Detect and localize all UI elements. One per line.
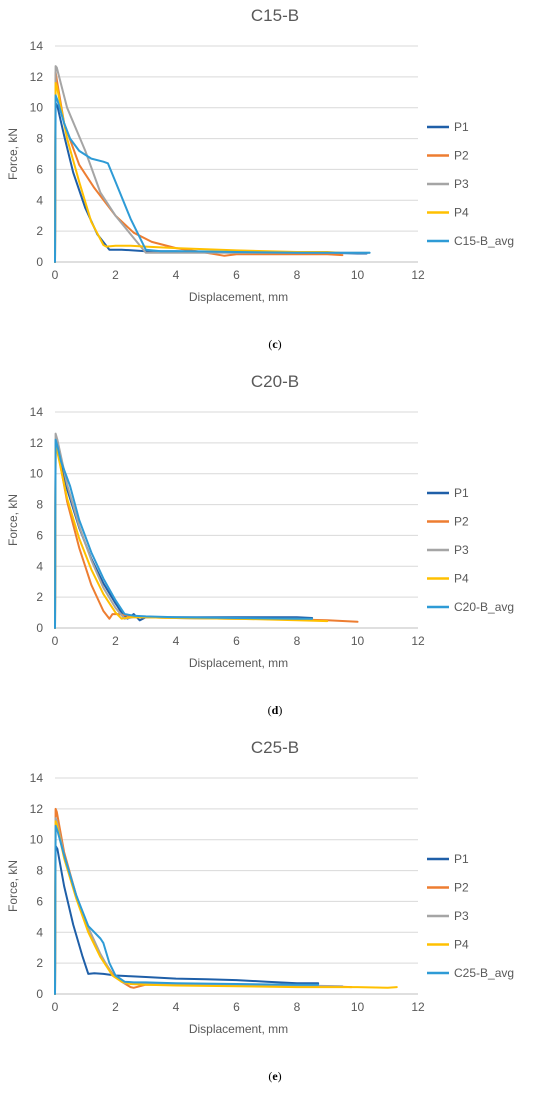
x-tick-label: 6 xyxy=(233,1000,240,1014)
y-tick-label: 2 xyxy=(36,224,43,238)
chart-c25b: C25-B 0 2 4 6 8 10 12 14 0 2 4 6 8 10 12 Displacement, m… xyxy=(6,738,514,1036)
legend-label-p3: P3 xyxy=(454,177,469,191)
chart-title: C20-B xyxy=(251,372,299,391)
legend-label-p3: P3 xyxy=(454,543,469,557)
x-tick-label: 12 xyxy=(411,634,425,648)
legend-label-p4: P4 xyxy=(454,572,469,586)
legend-label-c15-b-avg: C15-B_avg xyxy=(454,234,514,248)
x-tick-label: 2 xyxy=(112,1000,119,1014)
chart-c15b: C15-B 0 2 4 6 8 10 12 14 0 2 4 6 8 10 12 Displacement, m… xyxy=(6,6,514,304)
y-tick-label: 2 xyxy=(36,956,43,970)
series-line-p1 xyxy=(54,102,368,263)
y-tick-label: 14 xyxy=(30,39,44,53)
x-axis-label: Displacement, mm xyxy=(189,290,288,304)
caption-e: (e) xyxy=(268,1069,282,1083)
y-tick-label: 10 xyxy=(30,467,44,481)
caption-d: (d) xyxy=(267,703,283,717)
series-line-p4 xyxy=(54,82,341,263)
x-tick-label: 12 xyxy=(411,1000,425,1014)
y-axis-label: Force, kN xyxy=(6,494,20,546)
caption-letter: d xyxy=(271,703,279,717)
chart-title: C25-B xyxy=(251,738,299,757)
x-tick-label: 4 xyxy=(173,634,180,648)
y-tick-label: 2 xyxy=(36,590,43,604)
y-tick-label: 12 xyxy=(30,436,44,450)
chart-c20b: C20-B 0 2 4 6 8 10 12 14 0 2 4 6 8 10 12 Displacement, m… xyxy=(6,372,514,670)
y-tick-label: 4 xyxy=(36,925,43,939)
legend-label-p4: P4 xyxy=(454,938,469,952)
x-axis-label: Displacement, mm xyxy=(189,1022,288,1036)
x-tick-label: 8 xyxy=(294,268,301,282)
caption-letter: e xyxy=(272,1069,278,1083)
y-tick-label: 4 xyxy=(36,193,43,207)
y-tick-label: 8 xyxy=(36,498,43,512)
x-tick-label: 10 xyxy=(351,634,365,648)
x-tick-label: 6 xyxy=(233,634,240,648)
legend-label-p2: P2 xyxy=(454,881,469,895)
y-tick-label: 12 xyxy=(30,802,44,816)
chart-panel-c25b: C25-B 0 2 4 6 8 10 12 14 0 2 4 6 8 10 12 Displacement, m… xyxy=(0,732,550,1098)
y-axis-label: Force, kN xyxy=(6,128,20,180)
legend-label-p1: P1 xyxy=(454,852,469,866)
y-tick-label: 6 xyxy=(36,162,43,176)
x-tick-label: 0 xyxy=(52,1000,59,1014)
y-tick-label: 4 xyxy=(36,559,43,573)
x-tick-label: 8 xyxy=(294,1000,301,1014)
legend-label-c25-b-avg: C25-B_avg xyxy=(454,966,514,980)
legend-label-p2: P2 xyxy=(454,515,469,529)
x-tick-label: 6 xyxy=(233,268,240,282)
y-tick-label: 12 xyxy=(30,70,44,84)
x-tick-label: 2 xyxy=(112,634,119,648)
y-tick-label: 14 xyxy=(30,405,44,419)
y-tick-label: 0 xyxy=(36,987,43,1001)
chart-title: C15-B xyxy=(251,6,299,25)
y-tick-label: 0 xyxy=(36,255,43,269)
legend-label-p1: P1 xyxy=(454,486,469,500)
y-tick-label: 6 xyxy=(36,528,43,542)
series-line-p3 xyxy=(54,432,314,629)
legend-label-p2: P2 xyxy=(454,149,469,163)
y-axis-label: Force, kN xyxy=(6,860,20,912)
y-tick-label: 14 xyxy=(30,771,44,785)
series-line-c20-b-avg xyxy=(54,438,314,629)
x-tick-label: 10 xyxy=(351,1000,365,1014)
y-tick-label: 0 xyxy=(36,621,43,635)
x-axis-label: Displacement, mm xyxy=(189,656,288,670)
chart-panel-c15b: C15-B 0 2 4 6 8 10 12 14 0 2 4 6 8 10 12 Displacement, m… xyxy=(0,0,550,366)
y-tick-label: 8 xyxy=(36,864,43,878)
legend-label-p3: P3 xyxy=(454,909,469,923)
x-tick-label: 8 xyxy=(294,634,301,648)
series-line-p3 xyxy=(54,817,344,995)
x-tick-label: 4 xyxy=(173,1000,180,1014)
series-line-c25-b-avg xyxy=(54,824,320,995)
series-line-p3 xyxy=(54,65,371,263)
legend-label-c20-b-avg: C20-B_avg xyxy=(454,600,514,614)
y-tick-label: 10 xyxy=(30,833,44,847)
x-tick-label: 10 xyxy=(351,268,365,282)
series-line-p1 xyxy=(54,844,320,995)
x-tick-label: 4 xyxy=(173,268,180,282)
y-tick-label: 8 xyxy=(36,132,43,146)
series-line-p4 xyxy=(54,820,398,995)
series-line-c15-b-avg xyxy=(54,94,371,263)
legend-label-p1: P1 xyxy=(454,120,469,134)
caption-letter: c xyxy=(272,337,278,351)
x-tick-label: 12 xyxy=(411,268,425,282)
caption-c: (c) xyxy=(268,337,282,351)
x-tick-label: 0 xyxy=(52,634,59,648)
y-tick-label: 6 xyxy=(36,894,43,908)
x-tick-label: 0 xyxy=(52,268,59,282)
y-tick-label: 10 xyxy=(30,101,44,115)
chart-panel-c20b: C20-B 0 2 4 6 8 10 12 14 0 2 4 6 8 10 12 Displacement, m… xyxy=(0,366,550,732)
x-tick-label: 2 xyxy=(112,268,119,282)
legend-label-p4: P4 xyxy=(454,206,469,220)
